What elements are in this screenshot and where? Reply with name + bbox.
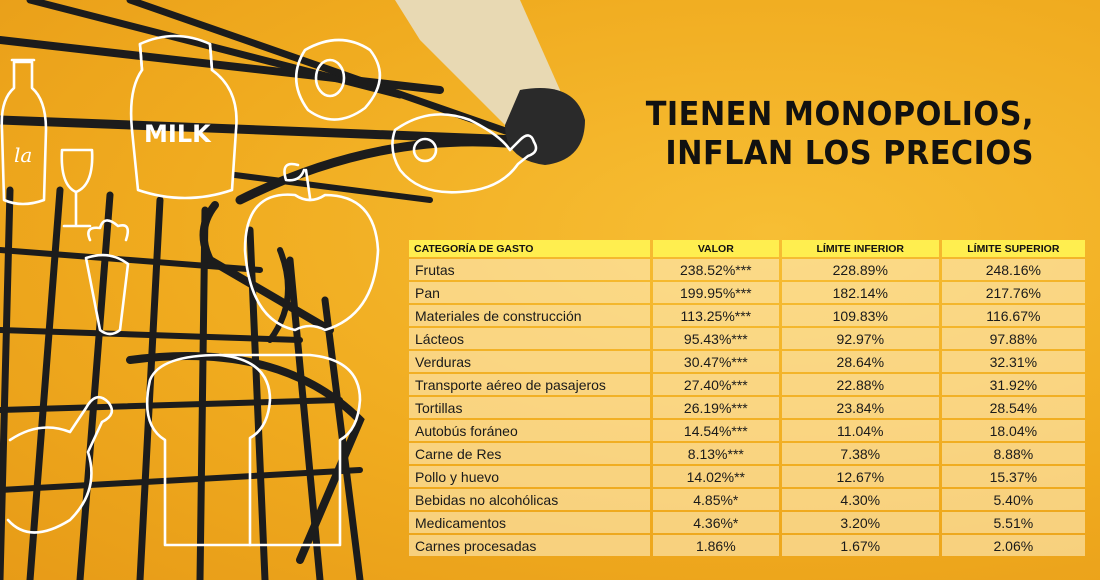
row-category: Materiales de construcción — [409, 305, 650, 326]
row-upper-limit: 18.04% — [941, 420, 1085, 441]
row-upper-limit: 97.88% — [941, 328, 1085, 349]
row-upper-limit: 28.54% — [941, 397, 1085, 418]
ham-leg-icon — [391, 113, 538, 194]
table-row: Autobús foráneo 14.54%*** 11.04% 18.04% — [409, 420, 1085, 441]
row-upper-limit: 116.67% — [941, 305, 1085, 326]
table-row: Frutas 238.52%*** 228.89% 248.16% — [409, 259, 1085, 280]
header-value: VALOR — [652, 240, 779, 257]
table-row: Carne de Res 8.13%*** 7.38% 8.88% — [409, 443, 1085, 464]
milk-label-text: MILK — [144, 120, 212, 148]
row-lower-limit: 109.83% — [781, 305, 939, 326]
carrot-icon — [84, 219, 130, 336]
row-category: Medicamentos — [409, 512, 650, 533]
headline: TIENEN MONOPOLIOS, INFLAN LOS PRECIOS — [629, 94, 1034, 172]
row-value: 1.86% — [652, 535, 779, 556]
wine-glass-icon — [60, 148, 94, 228]
table-row: Verduras 30.47%*** 28.64% 32.31% — [409, 351, 1085, 372]
row-value: 113.25%*** — [652, 305, 779, 326]
row-value: 95.43%*** — [652, 328, 779, 349]
row-category: Autobús foráneo — [409, 420, 650, 441]
row-value: 8.13%*** — [652, 443, 779, 464]
row-value: 26.19%*** — [652, 397, 779, 418]
bottle-label-text: la — [14, 143, 32, 167]
row-lower-limit: 11.04% — [781, 420, 939, 441]
headline-line-2: INFLAN LOS PRECIOS — [665, 133, 1034, 172]
row-category: Lácteos — [409, 328, 650, 349]
table-row: Pan 199.95%*** 182.14% 217.76% — [409, 282, 1085, 303]
row-value: 14.54%*** — [652, 420, 779, 441]
row-value: 4.85%* — [652, 489, 779, 510]
row-upper-limit: 5.51% — [941, 512, 1085, 533]
row-value: 14.02%** — [652, 466, 779, 487]
row-upper-limit: 32.31% — [941, 351, 1085, 372]
row-lower-limit: 4.30% — [781, 489, 939, 510]
bottle-icon: la — [0, 58, 48, 206]
row-category: Pan — [409, 282, 650, 303]
row-lower-limit: 12.67% — [781, 466, 939, 487]
row-category: Pollo y huevo — [409, 466, 650, 487]
table-row: Bebidas no alcohólicas 4.85%* 4.30% 5.40… — [409, 489, 1085, 510]
cart-handle — [395, 0, 585, 165]
row-value: 27.40%*** — [652, 374, 779, 395]
table-row: Transporte aéreo de pasajeros 27.40%*** … — [409, 374, 1085, 395]
milk-jar-icon: MILK — [129, 34, 238, 200]
fried-egg-icon — [294, 38, 382, 121]
row-lower-limit: 182.14% — [781, 282, 939, 303]
row-category: Frutas — [409, 259, 650, 280]
row-lower-limit: 228.89% — [781, 259, 939, 280]
row-category: Carne de Res — [409, 443, 650, 464]
row-upper-limit: 217.76% — [941, 282, 1085, 303]
row-lower-limit: 7.38% — [781, 443, 939, 464]
row-category: Verduras — [409, 351, 650, 372]
row-category: Carnes procesadas — [409, 535, 650, 556]
table-row: Medicamentos 4.36%* 3.20% 5.51% — [409, 512, 1085, 533]
apple-icon — [243, 162, 380, 332]
row-category: Tortillas — [409, 397, 650, 418]
row-lower-limit: 22.88% — [781, 374, 939, 395]
table-row: Tortillas 26.19%*** 23.84% 28.54% — [409, 397, 1085, 418]
row-value: 4.36%* — [652, 512, 779, 533]
header-category: CATEGORÍA DE GASTO — [409, 240, 650, 257]
table-header-row: CATEGORÍA DE GASTO VALOR LÍMITE INFERIOR… — [409, 240, 1085, 257]
shopping-cart-image — [0, 0, 565, 580]
row-lower-limit: 1.67% — [781, 535, 939, 556]
table-row: Carnes procesadas 1.86% 1.67% 2.06% — [409, 535, 1085, 556]
row-upper-limit: 2.06% — [941, 535, 1085, 556]
row-upper-limit: 248.16% — [941, 259, 1085, 280]
row-lower-limit: 3.20% — [781, 512, 939, 533]
row-value: 199.95%*** — [652, 282, 779, 303]
row-upper-limit: 5.40% — [941, 489, 1085, 510]
table-row: Pollo y huevo 14.02%** 12.67% 15.37% — [409, 466, 1085, 487]
chicken-leg-icon — [6, 395, 114, 534]
headline-line-1: TIENEN MONOPOLIOS, — [645, 94, 1034, 133]
row-value: 238.52%*** — [652, 259, 779, 280]
price-table: CATEGORÍA DE GASTO VALOR LÍMITE INFERIOR… — [406, 238, 1088, 558]
row-upper-limit: 8.88% — [941, 443, 1085, 464]
row-upper-limit: 31.92% — [941, 374, 1085, 395]
row-upper-limit: 15.37% — [941, 466, 1085, 487]
row-category: Transporte aéreo de pasajeros — [409, 374, 650, 395]
table-row: Materiales de construcción 113.25%*** 10… — [409, 305, 1085, 326]
row-lower-limit: 28.64% — [781, 351, 939, 372]
row-lower-limit: 23.84% — [781, 397, 939, 418]
bread-loaf-icon — [145, 353, 362, 547]
row-category: Bebidas no alcohólicas — [409, 489, 650, 510]
header-lower-limit: LÍMITE INFERIOR — [781, 240, 939, 257]
row-lower-limit: 92.97% — [781, 328, 939, 349]
table-row: Lácteos 95.43%*** 92.97% 97.88% — [409, 328, 1085, 349]
header-upper-limit: LÍMITE SUPERIOR — [941, 240, 1085, 257]
row-value: 30.47%*** — [652, 351, 779, 372]
